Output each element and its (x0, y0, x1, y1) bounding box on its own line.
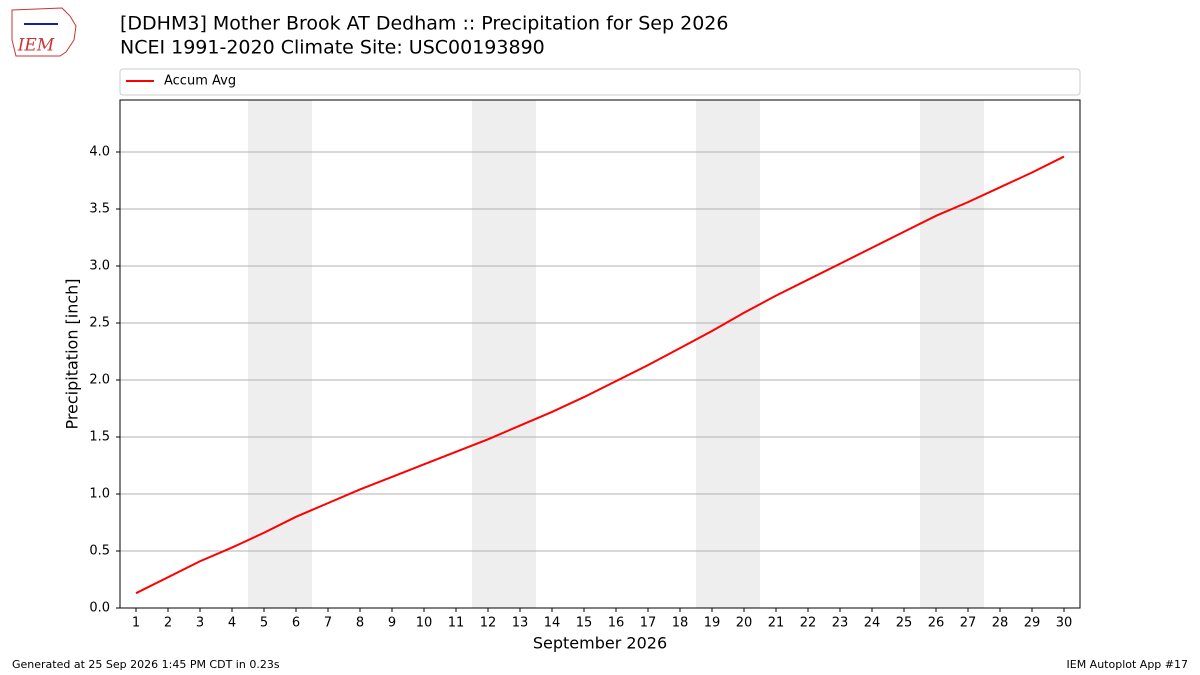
x-tick-label: 27 (960, 616, 977, 631)
x-tick-label: 6 (292, 616, 300, 631)
x-tick-label: 13 (512, 616, 529, 631)
weekend-shade (472, 100, 536, 608)
chart-subtitle: NCEI 1991-2020 Climate Site: USC00193890 (120, 37, 545, 59)
logo: IEM (11, 7, 77, 57)
legend-box (119, 68, 1081, 96)
x-tick-label: 11 (448, 616, 465, 631)
x-tick-label: 9 (388, 616, 396, 631)
logo-text: IEM (17, 36, 55, 56)
y-axis-label: Precipitation [inch] (63, 278, 82, 429)
weekend-shade (248, 100, 312, 608)
x-tick-label: 30 (1056, 616, 1073, 631)
x-tick-label: 19 (704, 616, 721, 631)
x-tick-label: 4 (228, 616, 236, 631)
chart-title: [DDHM3] Mother Brook AT Dedham :: Precip… (120, 13, 728, 35)
x-tick-label: 18 (672, 616, 689, 631)
x-tick-label: 8 (356, 616, 364, 631)
x-tick-label: 7 (324, 616, 332, 631)
y-tick-label: 1.5 (89, 429, 110, 444)
weekend-shade (920, 100, 984, 608)
x-tick-label: 16 (608, 616, 625, 631)
weekend-shade (696, 100, 760, 608)
x-tick-label: 1 (132, 616, 140, 631)
y-tick-label: 2.5 (89, 315, 110, 330)
data-line (135, 155, 1065, 595)
x-tick-label: 17 (640, 616, 657, 631)
x-tick-label: 23 (832, 616, 849, 631)
y-tick-label: 2.0 (89, 372, 110, 387)
x-tick-label: 29 (1024, 616, 1041, 631)
footer-left: Generated at 25 Sep 2026 1:45 PM CDT in … (12, 658, 280, 671)
legend-label: Accum Avg (164, 74, 236, 89)
y-tick-label: 4.0 (89, 144, 110, 159)
x-tick-label: 20 (736, 616, 753, 631)
logo-outline (11, 7, 77, 57)
x-tick-label: 26 (928, 616, 945, 631)
x-tick-label: 2 (164, 616, 172, 631)
y-tick-label: 3.0 (89, 258, 110, 273)
x-tick-label: 5 (260, 616, 268, 631)
x-tick-label: 24 (864, 616, 881, 631)
y-tick-label: 0.0 (89, 601, 110, 616)
x-tick-label: 3 (196, 616, 204, 631)
plot-frame (119, 99, 1081, 609)
x-tick-label: 21 (768, 616, 785, 631)
y-tick-label: 3.5 (89, 201, 110, 216)
y-tick-label: 1.0 (89, 486, 110, 501)
x-tick-label: 10 (416, 616, 433, 631)
x-tick-label: 15 (576, 616, 593, 631)
footer-right: IEM Autoplot App #17 (1067, 658, 1189, 671)
x-tick-label: 22 (800, 616, 817, 631)
x-tick-label: 28 (992, 616, 1009, 631)
x-tick-label: 12 (480, 616, 497, 631)
y-tick-label: 0.5 (89, 543, 110, 558)
x-tick-label: 25 (896, 616, 913, 631)
x-tick-label: 14 (544, 616, 561, 631)
x-axis-label: September 2026 (533, 634, 667, 653)
